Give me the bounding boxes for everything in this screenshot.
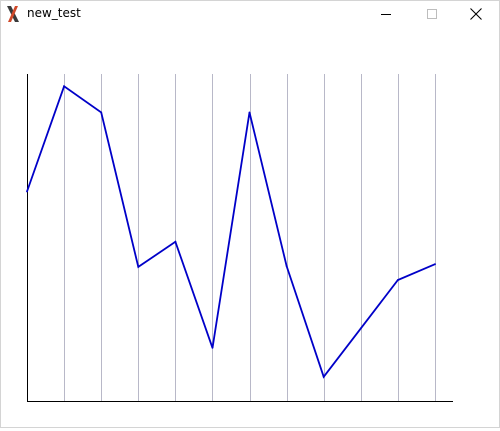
line-chart — [26, 74, 453, 402]
data-point — [174, 240, 177, 243]
minimize-button[interactable] — [363, 1, 409, 27]
data-point — [100, 111, 103, 114]
close-button[interactable] — [453, 1, 499, 27]
data-point — [397, 279, 399, 281]
close-icon — [470, 8, 482, 20]
series-group — [26, 84, 436, 379]
maximize-button[interactable] — [409, 1, 455, 27]
series-line — [26, 84, 436, 379]
maximize-icon — [427, 9, 437, 19]
data-point — [137, 266, 140, 268]
window-title: new_test — [27, 6, 81, 20]
data-point — [359, 327, 362, 330]
data-point — [63, 85, 65, 88]
client-area — [1, 27, 499, 427]
data-point — [285, 265, 288, 267]
data-point — [248, 111, 251, 114]
data-point — [26, 190, 28, 193]
vertical-grid — [64, 74, 436, 401]
title-bar[interactable]: new_test — [1, 1, 499, 27]
data-point — [434, 263, 436, 266]
x11-icon — [7, 6, 19, 22]
chart-axes — [27, 74, 453, 402]
data-point — [211, 347, 214, 349]
minimize-icon — [381, 14, 391, 15]
data-point — [322, 375, 325, 378]
